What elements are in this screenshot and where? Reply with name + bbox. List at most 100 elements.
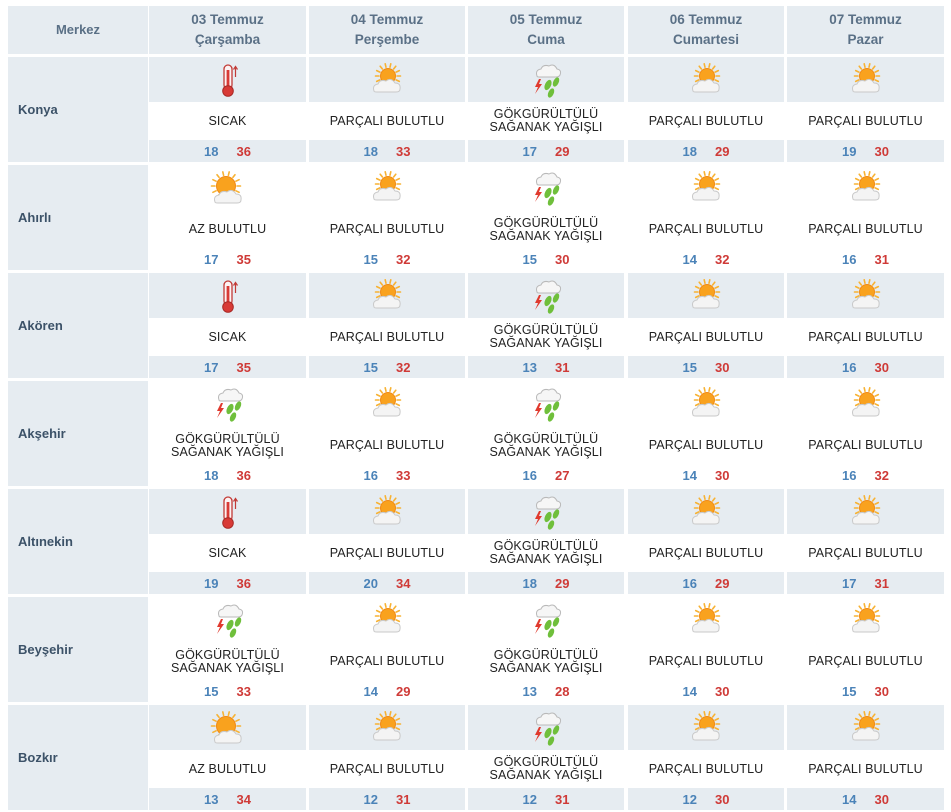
- condition-line: PARÇALI BULUTLU: [329, 761, 445, 776]
- min-temp: 17: [204, 251, 219, 267]
- forecast-desc-cell: SICAK: [149, 102, 306, 140]
- max-temp: 30: [715, 359, 730, 375]
- condition-line: GÖKGÜRÜLTÜLÜ: [493, 323, 599, 337]
- max-temp: 30: [874, 791, 889, 807]
- forecast-condition: PARÇALI BULUTLU: [330, 439, 445, 452]
- forecast-temp-cell: 17 31: [787, 572, 944, 594]
- forecast-cell: PARÇALI BULUTLU 14 32: [628, 165, 784, 270]
- forecast-desc-cell: PARÇALI BULUTLU: [309, 534, 465, 572]
- header-date: 04 Temmuz: [350, 12, 424, 27]
- forecast-temp-cell: 18 33: [309, 140, 465, 162]
- max-temp: 33: [236, 683, 251, 699]
- forecast-icon-cell: [468, 489, 624, 534]
- max-temp: 30: [715, 791, 730, 807]
- forecast-cell: PARÇALI BULUTLU 14 30: [628, 597, 784, 702]
- min-temp: 14: [682, 251, 697, 267]
- forecast-condition-wrap: PARÇALI BULUTLU: [330, 427, 445, 464]
- forecast-condition: PARÇALI BULUTLU: [330, 114, 445, 128]
- partly-cloudy-icon: [368, 277, 406, 315]
- header-weekday: Cumartesi: [672, 32, 740, 47]
- condition-line: GÖKGÜRÜLTÜLÜ: [493, 647, 599, 662]
- forecast-desc-cell: PARÇALI BULUTLU: [628, 750, 784, 788]
- forecast-temps: 15 32: [364, 248, 411, 270]
- condition-line: PARÇALI BULUTLU: [648, 654, 764, 668]
- partly-cloudy-icon: [847, 61, 885, 99]
- forecast-condition: PARÇALI BULUTLU: [649, 546, 764, 560]
- max-temp: 35: [236, 251, 251, 267]
- forecast-condition-wrap: GÖKGÜRÜLTÜLÜ SAĞANAK YAĞIŞLI: [490, 427, 603, 464]
- condition-line: SICAK: [208, 329, 247, 344]
- forecast-icon-cell: [149, 705, 306, 750]
- forecast-cell: GÖKGÜRÜLTÜLÜ SAĞANAK YAĞIŞLI 15 33: [149, 597, 306, 702]
- partly-cloudy-icon: [368, 165, 406, 211]
- forecast-temp-cell: 16 30: [787, 356, 944, 378]
- forecast-cell: GÖKGÜRÜLTÜLÜ SAĞANAK YAĞIŞLI 13 28: [468, 597, 624, 702]
- min-temp: 16: [682, 575, 697, 591]
- city-name[interactable]: Bozkır: [8, 705, 148, 810]
- city-name[interactable]: Akşehir: [8, 381, 148, 486]
- forecast-desc-cell: SICAK: [149, 318, 306, 356]
- max-temp: 32: [396, 359, 411, 375]
- min-temp: 12: [522, 791, 537, 807]
- forecast-temp-cell: 18 29: [628, 140, 784, 162]
- forecast-condition: PARÇALI BULUTLU: [808, 439, 923, 452]
- forecast-desc-cell: SICAK: [149, 534, 306, 572]
- forecast-desc-cell: GÖKGÜRÜLTÜLÜ SAĞANAK YAĞIŞLI: [468, 750, 624, 788]
- city-name[interactable]: Konya: [8, 57, 148, 162]
- partly-cloudy-icon: [368, 597, 406, 643]
- forecast-condition: GÖKGÜRÜLTÜLÜ SAĞANAK YAĞIŞLI: [490, 108, 603, 134]
- max-temp: 29: [715, 575, 730, 591]
- forecast-cell: PARÇALI BULUTLU 16 33: [309, 381, 465, 486]
- min-temp: 18: [522, 575, 537, 591]
- condition-line: GÖKGÜRÜLTÜLÜ: [493, 755, 599, 769]
- forecast-condition-wrap: PARÇALI BULUTLU: [808, 643, 923, 680]
- forecast-icon-cell: [787, 273, 944, 318]
- header-day: 05 Temmuz Cuma: [468, 6, 624, 54]
- forecast-condition: PARÇALI BULUTLU: [808, 114, 923, 128]
- forecast-condition: PARÇALI BULUTLU: [649, 223, 764, 236]
- thunderstorm-icon: [527, 165, 565, 211]
- min-temp: 13: [522, 683, 537, 699]
- condition-line: SAĞANAK YAĞIŞLI: [489, 552, 603, 566]
- min-temp: 14: [363, 683, 378, 699]
- max-temp: 36: [236, 467, 251, 483]
- partly-cloudy-icon: [687, 165, 725, 211]
- forecast-condition-wrap: GÖKGÜRÜLTÜLÜ SAĞANAK YAĞIŞLI: [490, 643, 603, 680]
- forecast-temp-cell: 13 34: [149, 788, 306, 810]
- partly-cloudy-icon: [847, 165, 885, 211]
- forecast-condition: PARÇALI BULUTLU: [808, 655, 923, 668]
- thunderstorm-icon: [527, 709, 565, 747]
- forecast-temp-cell: 19 30: [787, 140, 944, 162]
- forecast-cell: AZ BULUTLU 17 35: [149, 165, 306, 270]
- condition-line: SAĞANAK YAĞIŞLI: [489, 768, 603, 782]
- forecast-condition: PARÇALI BULUTLU: [808, 761, 923, 776]
- forecast-temps: 15 30: [842, 680, 889, 702]
- max-temp: 28: [555, 683, 570, 699]
- forecast-desc-cell: PARÇALI BULUTLU: [787, 750, 944, 788]
- forecast-cell: GÖKGÜRÜLTÜLÜ SAĞANAK YAĞIŞLI 16 27: [468, 381, 624, 486]
- forecast-desc-cell: PARÇALI BULUTLU: [787, 318, 944, 356]
- city-name[interactable]: Beyşehir: [8, 597, 148, 702]
- forecast-temps: 14 30: [683, 464, 730, 486]
- partly-cloudy-icon: [687, 709, 725, 747]
- city-name[interactable]: Altınekin: [8, 489, 148, 594]
- forecast-desc-cell: PARÇALI BULUTLU: [628, 102, 784, 140]
- forecast-desc-cell: PARÇALI BULUTLU: [309, 750, 465, 788]
- forecast-temp-cell: 19 36: [149, 572, 306, 594]
- thunderstorm-icon: [527, 493, 565, 531]
- header-date: 07 Temmuz: [829, 12, 902, 27]
- min-temp: 16: [363, 467, 378, 483]
- min-temp: 18: [682, 143, 697, 159]
- forecast-condition: PARÇALI BULUTLU: [808, 546, 923, 560]
- max-temp: 31: [555, 791, 570, 807]
- city-name[interactable]: Ahırlı: [8, 165, 148, 270]
- forecast-icon-cell: [787, 57, 944, 102]
- forecast-icon-cell: [787, 489, 944, 534]
- thunderstorm-icon: [527, 597, 565, 643]
- condition-line: SICAK: [208, 113, 247, 128]
- condition-line: PARÇALI BULUTLU: [808, 761, 923, 776]
- thermometer-hot-icon: [209, 493, 247, 531]
- condition-line: SAĞANAK YAĞIŞLI: [489, 120, 603, 134]
- forecast-temps: 16 27: [523, 464, 570, 486]
- city-name[interactable]: Akören: [8, 273, 148, 378]
